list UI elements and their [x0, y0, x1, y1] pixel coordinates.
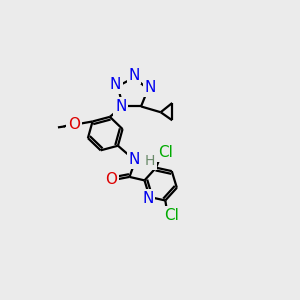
- Text: O: O: [68, 117, 80, 132]
- Text: N: N: [115, 99, 126, 114]
- Text: H: H: [145, 154, 155, 168]
- Text: N: N: [128, 68, 140, 83]
- Text: O: O: [105, 172, 117, 187]
- Text: N: N: [128, 152, 140, 167]
- Text: N: N: [142, 191, 153, 206]
- Text: N: N: [110, 77, 121, 92]
- Text: Cl: Cl: [164, 208, 178, 223]
- Text: Cl: Cl: [158, 145, 173, 160]
- Text: N: N: [145, 80, 156, 95]
